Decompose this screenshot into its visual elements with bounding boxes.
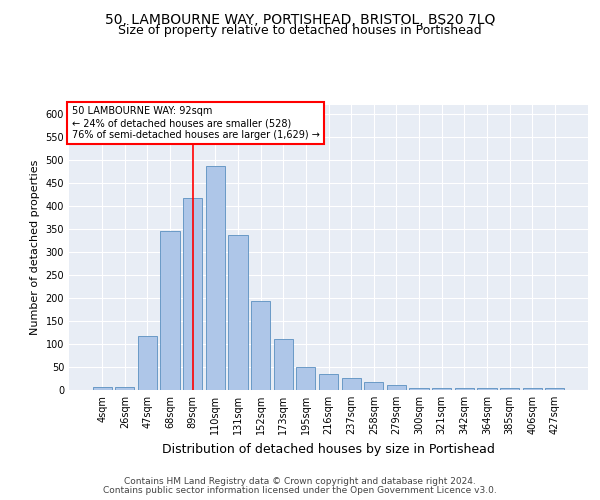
Bar (251, 302, 270, 390)
Text: 50 LAMBOURNE WAY: 92sqm
← 24% of detached houses are smaller (528)
76% of semi-d: 50 LAMBOURNE WAY: 92sqm ← 24% of detache… (71, 106, 319, 140)
Bar (138, 336, 157, 390)
X-axis label: Distribution of detached houses by size in Portishead: Distribution of detached houses by size … (162, 442, 495, 456)
Bar (115, 387, 134, 390)
Bar (477, 388, 497, 390)
Text: 50, LAMBOURNE WAY, PORTISHEAD, BRISTOL, BS20 7LQ: 50, LAMBOURNE WAY, PORTISHEAD, BRISTOL, … (105, 12, 495, 26)
Bar (545, 388, 565, 390)
Bar (160, 231, 180, 390)
Bar (341, 378, 361, 390)
Bar (296, 367, 316, 390)
Text: Contains public sector information licensed under the Open Government Licence v3: Contains public sector information licen… (103, 486, 497, 495)
Bar (274, 338, 293, 390)
Bar (92, 387, 112, 390)
Bar (523, 388, 542, 390)
Bar (455, 388, 474, 390)
Bar (500, 388, 519, 390)
Bar (364, 382, 383, 390)
Text: Contains HM Land Registry data © Crown copyright and database right 2024.: Contains HM Land Registry data © Crown c… (124, 477, 476, 486)
Bar (229, 235, 248, 390)
Y-axis label: Number of detached properties: Number of detached properties (30, 160, 40, 335)
Bar (319, 374, 338, 390)
Bar (409, 388, 428, 390)
Bar (183, 198, 202, 390)
Bar (206, 166, 225, 390)
Bar (432, 388, 451, 390)
Bar (387, 386, 406, 390)
Text: Size of property relative to detached houses in Portishead: Size of property relative to detached ho… (118, 24, 482, 37)
